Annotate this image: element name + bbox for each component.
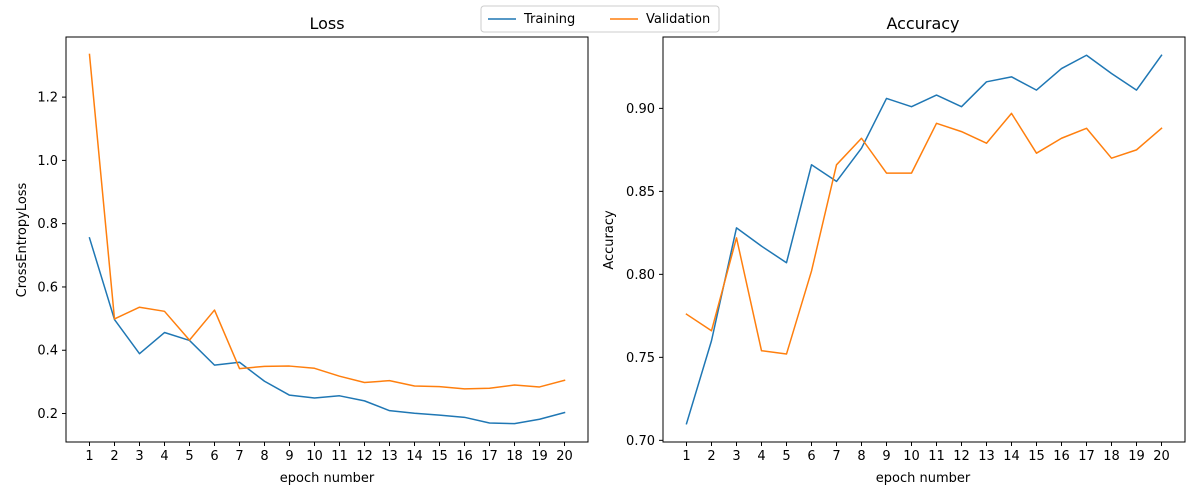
- accuracy-xtick-label: 1: [682, 449, 690, 464]
- accuracy-xtick-label: 8: [857, 449, 865, 464]
- legend-label-training: Training: [523, 12, 575, 27]
- legend-box: [480, 5, 720, 33]
- legend: Training Validation: [480, 5, 720, 33]
- loss-ytick-label: 0.6: [37, 280, 58, 295]
- accuracy-xtick-label: 4: [757, 449, 765, 464]
- loss-xtick-label: 18: [506, 449, 523, 464]
- accuracy-chart-ylabel: Accuracy: [602, 210, 617, 270]
- loss-xtick-label: 5: [185, 449, 193, 464]
- accuracy-ytick-label: 0.70: [626, 434, 655, 449]
- accuracy-chart-lines: [685, 54, 1163, 425]
- loss-xtick-label: 12: [356, 449, 373, 464]
- accuracy-ytick-label: 0.85: [626, 185, 655, 200]
- loss-ytick-label: 1.2: [37, 91, 58, 106]
- loss-chart-frame: [65, 36, 589, 443]
- loss-ytick-label: 0.8: [37, 217, 58, 232]
- loss-xtick-label: 8: [260, 449, 268, 464]
- accuracy-xtick-label: 9: [882, 449, 890, 464]
- loss-ytick-label: 1.0: [37, 154, 58, 169]
- loss-xtick-label: 6: [210, 449, 218, 464]
- loss-xtick-label: 13: [381, 449, 398, 464]
- loss-xtick-label: 20: [556, 449, 573, 464]
- accuracy-xtick-label: 12: [953, 449, 970, 464]
- accuracy-xtick-label: 11: [928, 449, 945, 464]
- accuracy-xtick-label: 15: [1028, 449, 1045, 464]
- loss-xtick-label: 10: [306, 449, 323, 464]
- accuracy-xtick-label: 7: [832, 449, 840, 464]
- legend-label-validation: Validation: [646, 12, 710, 27]
- accuracy-xtick-label: 3: [732, 449, 740, 464]
- loss-xtick-label: 2: [110, 449, 118, 464]
- loss-series-training-line: [88, 236, 566, 425]
- loss-ytick-label: 0.2: [37, 407, 58, 422]
- loss-chart-lines: [88, 53, 566, 425]
- accuracy-xtick-label: 10: [903, 449, 920, 464]
- accuracy-xtick-label: 18: [1103, 449, 1120, 464]
- accuracy-chart-title: Accuracy: [886, 14, 959, 33]
- loss-xtick-label: 3: [135, 449, 143, 464]
- accuracy-chart-frame: [662, 36, 1186, 443]
- accuracy-xtick-label: 19: [1128, 449, 1145, 464]
- accuracy-series-validation-line: [685, 112, 1163, 355]
- loss-chart-ylabel: CrossEntropyLoss: [15, 182, 30, 297]
- accuracy-ytick-label: 0.90: [626, 102, 655, 117]
- loss-chart-title: Loss: [309, 14, 344, 33]
- loss-xtick-label: 7: [235, 449, 243, 464]
- accuracy-xtick-label: 2: [707, 449, 715, 464]
- loss-xtick-label: 14: [406, 449, 423, 464]
- loss-chart-ticks: 1 2 3 4 5 6 7 8 9 10 11 12 13 14 15 16 17 18 19 200.20.40.6…: [37, 91, 572, 464]
- loss-xtick-label: 4: [160, 449, 168, 464]
- accuracy-xtick-label: 16: [1053, 449, 1070, 464]
- loss-ytick-label: 0.4: [37, 344, 58, 359]
- loss-xtick-label: 1: [85, 449, 93, 464]
- loss-xtick-label: 16: [456, 449, 473, 464]
- accuracy-xtick-label: 13: [978, 449, 995, 464]
- loss-xtick-label: 17: [481, 449, 498, 464]
- loss-series-validation-line: [88, 53, 566, 390]
- accuracy-chart-xlabel: epoch number: [876, 471, 971, 486]
- loss-xtick-label: 19: [531, 449, 548, 464]
- accuracy-xtick-label: 14: [1003, 449, 1020, 464]
- accuracy-ytick-label: 0.80: [626, 268, 655, 283]
- accuracy-xtick-label: 6: [807, 449, 815, 464]
- accuracy-ytick-label: 0.75: [626, 351, 655, 366]
- accuracy-xtick-label: 17: [1078, 449, 1095, 464]
- accuracy-xtick-label: 20: [1153, 449, 1170, 464]
- accuracy-chart-ticks: 1 2 3 4 5 6 7 8 9 10 11 12 13 14 15 16 17 18 19 200.700.750…: [626, 102, 1170, 464]
- accuracy-xtick-label: 5: [782, 449, 790, 464]
- loss-chart-xlabel: epoch number: [280, 471, 375, 486]
- loss-xtick-label: 15: [431, 449, 448, 464]
- accuracy-series-training-line: [685, 54, 1163, 425]
- loss-xtick-label: 9: [285, 449, 293, 464]
- loss-xtick-label: 11: [331, 449, 348, 464]
